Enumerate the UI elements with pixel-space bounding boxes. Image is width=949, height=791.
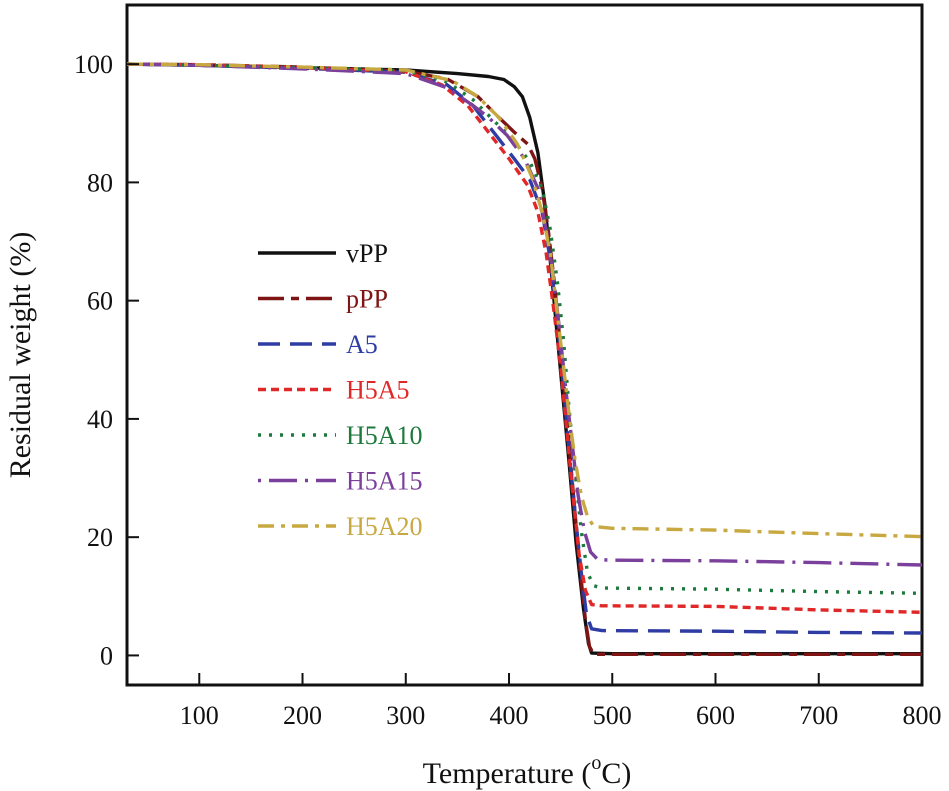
x-ticks: 100 200 300 400 500 600 700 800 — [180, 673, 942, 730]
series-line-a5 — [126, 62, 923, 635]
x-tick-label: 100 — [180, 701, 219, 730]
x-tick-label: 600 — [696, 701, 735, 730]
series-line-ppp — [126, 62, 922, 656]
legend-label-h5a20: H5A20 — [346, 512, 423, 541]
y-tick-label: 100 — [74, 50, 113, 79]
y-tick-label: 60 — [87, 287, 113, 316]
y-tick-label: 40 — [87, 405, 113, 434]
series-line-h5a20 — [126, 62, 923, 539]
legend-label-vpp: vPP — [346, 239, 388, 268]
x-tick-label: 400 — [490, 701, 529, 730]
plot-frame — [125, 3, 924, 687]
x-axis-unit: C) — [601, 757, 631, 790]
x-axis-degree-sup: o — [591, 752, 601, 774]
y-tick-label: 0 — [100, 641, 113, 670]
x-tick-label: 200 — [283, 701, 322, 730]
legend: vPP pPP A5 H5A5 H5A10 H5A15 H5A20 — [258, 239, 423, 541]
legend-label-h5a5: H5A5 — [346, 376, 410, 405]
legend-label-h5a15: H5A15 — [346, 467, 423, 496]
x-tick-label: 700 — [799, 701, 838, 730]
series-line-h5a5 — [126, 62, 923, 614]
x-tick-label: 300 — [386, 701, 425, 730]
legend-label-a5: A5 — [346, 330, 378, 359]
y-ticks: 0 20 40 60 80 100 — [74, 50, 139, 670]
x-tick-label: 500 — [593, 701, 632, 730]
legend-label-ppp: pPP — [346, 285, 388, 314]
y-axis-title: Residual weight (%) — [4, 232, 37, 479]
x-tick-label: 800 — [903, 701, 942, 730]
y-tick-label: 80 — [87, 168, 113, 197]
series-layer — [126, 62, 923, 656]
y-tick-label: 20 — [87, 523, 113, 552]
x-axis-title-text: Temperature ( — [423, 757, 592, 790]
x-axis-title: Temperature (oC) — [423, 752, 632, 790]
legend-label-h5a10: H5A10 — [346, 421, 423, 450]
series-line-vpp — [126, 62, 922, 656]
